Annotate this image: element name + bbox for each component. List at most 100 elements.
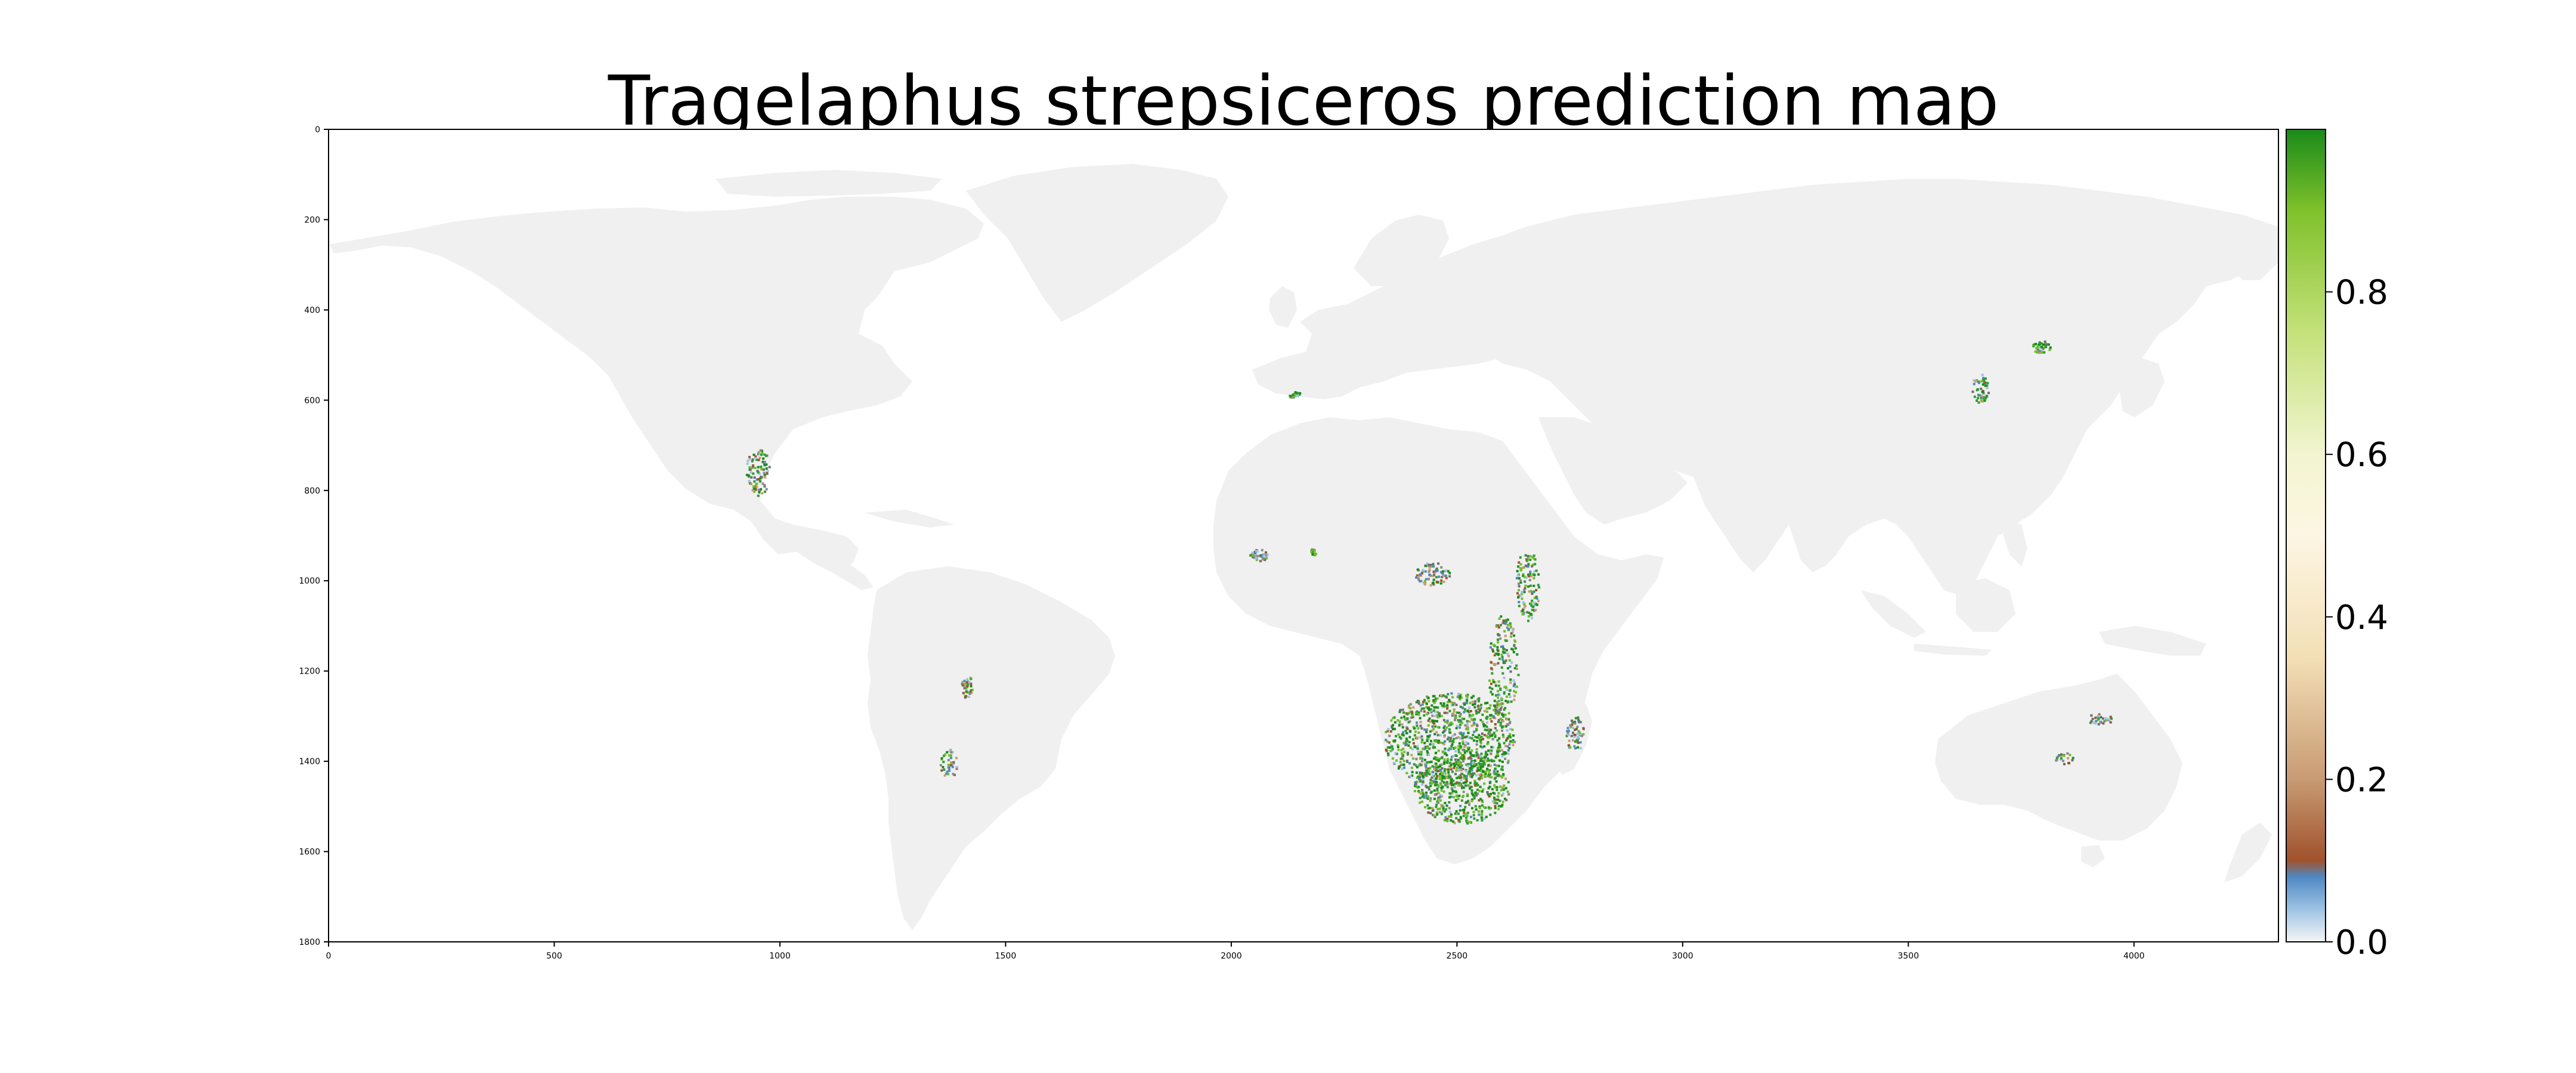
prediction-pixel: [1497, 748, 1500, 751]
prediction-pixel: [1579, 747, 1582, 750]
prediction-pixel: [1488, 707, 1491, 709]
prediction-pixel: [1571, 720, 1573, 722]
prediction-pixel: [946, 770, 949, 773]
prediction-pixel: [1397, 719, 1400, 722]
prediction-pixel: [1448, 796, 1451, 799]
prediction-pixel: [1473, 779, 1476, 782]
prediction-pixel: [1466, 728, 1469, 731]
prediction-pixel: [1455, 727, 1458, 730]
prediction-pixel: [1456, 724, 1459, 727]
prediction-pixel: [1517, 582, 1520, 585]
prediction-pixel: [970, 689, 973, 692]
prediction-pixel: [1420, 773, 1423, 776]
prediction-pixel: [1423, 710, 1426, 713]
prediction-pixel: [2037, 344, 2040, 347]
prediction-pixel: [1445, 781, 1448, 783]
prediction-pixel: [1497, 696, 1500, 699]
prediction-pixel: [1446, 817, 1449, 820]
prediction-pixel: [1429, 574, 1432, 577]
prediction-pixel: [1503, 630, 1506, 632]
prediction-pixel: [1487, 736, 1490, 739]
prediction-pixel: [1507, 749, 1510, 752]
prediction-pixel: [1452, 755, 1455, 758]
prediction-pixel: [1571, 723, 1574, 726]
prediction-pixel: [1568, 739, 1571, 742]
prediction-pixel: [1389, 749, 1392, 752]
prediction-pixel: [1440, 777, 1442, 780]
prediction-pixel: [1411, 713, 1414, 715]
prediction-pixel: [1463, 703, 1466, 706]
prediction-pixel: [1443, 758, 1446, 761]
prediction-pixel: [1459, 774, 1462, 777]
prediction-pixel: [1501, 714, 1504, 716]
prediction-pixel: [1432, 746, 1435, 749]
prediction-pixel: [1439, 783, 1442, 786]
prediction-pixel: [1391, 749, 1394, 752]
prediction-pixel: [1413, 745, 1416, 748]
prediction-pixel: [1448, 572, 1451, 575]
prediction-pixel: [758, 472, 761, 475]
prediction-pixel: [1425, 728, 1428, 731]
prediction-pixel: [1576, 736, 1579, 739]
prediction-pixel: [1437, 801, 1440, 804]
prediction-pixel: [1426, 750, 1429, 753]
prediction-pixel: [1435, 706, 1437, 709]
prediction-pixel: [1420, 753, 1423, 756]
prediction-pixel: [757, 451, 760, 454]
prediction-pixel: [1418, 791, 1421, 794]
prediction-pixel: [1532, 576, 1535, 579]
prediction-pixel: [1463, 774, 1466, 777]
prediction-pixel: [1473, 797, 1476, 800]
prediction-pixel: [750, 471, 753, 474]
prediction-pixel: [1422, 707, 1425, 710]
prediction-pixel: [1462, 782, 1465, 784]
prediction-pixel: [1537, 573, 1540, 576]
prediction-pixel: [1497, 653, 1500, 656]
prediction-pixel: [943, 754, 946, 757]
prediction-pixel: [1576, 725, 1579, 728]
prediction-pixel: [1436, 716, 1439, 719]
prediction-pixel: [2069, 753, 2072, 756]
prediction-pixel: [1442, 581, 1445, 583]
prediction-pixel: [1496, 751, 1499, 753]
prediction-pixel: [1473, 721, 1476, 724]
prediction-pixel: [1430, 563, 1432, 566]
prediction-pixel: [1464, 724, 1467, 727]
prediction-pixel: [1460, 696, 1463, 699]
prediction-pixel: [1509, 678, 1512, 681]
prediction-pixel: [1472, 814, 1475, 817]
prediction-pixel: [1493, 770, 1496, 773]
prediction-pixel: [1517, 674, 1520, 677]
prediction-pixel: [1435, 764, 1438, 767]
prediction-pixel: [1506, 790, 1509, 793]
prediction-pixel: [1261, 555, 1264, 558]
prediction-pixel: [1498, 708, 1501, 711]
prediction-pixel: [1493, 644, 1496, 647]
prediction-pixel: [1432, 578, 1435, 581]
prediction-pixel: [1444, 802, 1447, 805]
prediction-pixel: [1463, 717, 1466, 720]
prediction-pixel: [1398, 711, 1401, 714]
prediction-pixel: [1425, 767, 1428, 770]
prediction-pixel: [1459, 723, 1462, 726]
prediction-pixel: [1459, 756, 1462, 759]
prediction-pixel: [1474, 700, 1477, 703]
prediction-pixel: [1449, 783, 1452, 786]
prediction-pixel: [1483, 709, 1486, 712]
prediction-pixel: [1470, 724, 1473, 727]
prediction-pixel: [1432, 709, 1435, 712]
prediction-pixel: [1444, 728, 1447, 731]
prediction-pixel: [1582, 733, 1585, 736]
prediction-pixel: [1458, 726, 1461, 729]
prediction-pixel: [1413, 763, 1416, 766]
prediction-pixel: [2039, 343, 2041, 346]
prediction-pixel: [1420, 574, 1423, 577]
prediction-pixel: [1470, 758, 1473, 761]
prediction-pixel: [760, 453, 763, 456]
prediction-pixel: [1432, 694, 1435, 697]
prediction-pixel: [1467, 711, 1470, 714]
prediction-pixel: [1450, 782, 1453, 784]
prediction-pixel: [1481, 801, 1484, 804]
colorbar-tick-label: 0.2: [2335, 761, 2388, 799]
prediction-pixel: [1423, 699, 1426, 702]
